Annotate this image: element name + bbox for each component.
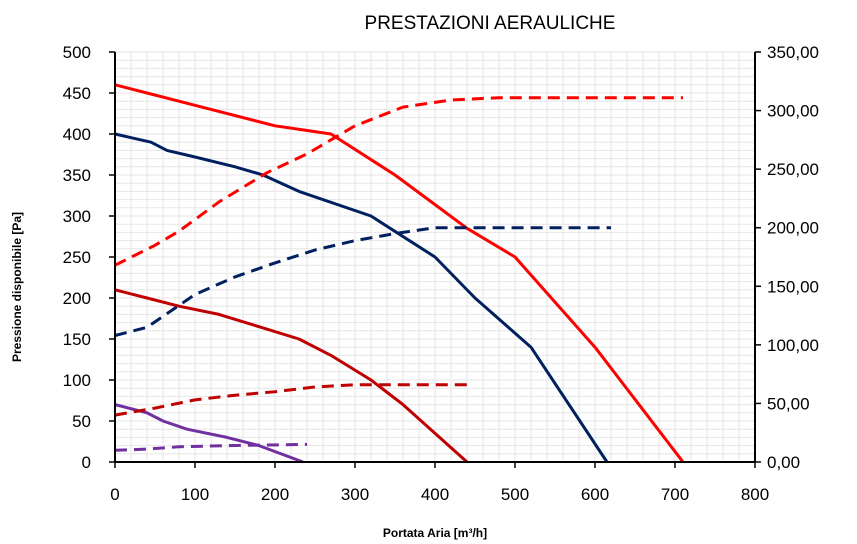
- x-tick-label: 0: [110, 485, 119, 504]
- y-tick-label: 200: [63, 289, 91, 308]
- axes: [109, 51, 761, 468]
- y2-tick-label: 50,00: [767, 394, 810, 413]
- solid-series-line-0: [114, 83, 685, 463]
- x-tick-label: 500: [501, 485, 529, 504]
- y-axis-title: Pressione disponibile [Pa]: [10, 212, 24, 362]
- y-tick-label: 450: [63, 84, 91, 103]
- x-tick-label: 600: [581, 485, 609, 504]
- y-tick-label: 150: [63, 330, 91, 349]
- dashed-series-line-5: [114, 226, 611, 337]
- y-tick-label: 50: [72, 412, 91, 431]
- y-tick-label: 500: [63, 43, 91, 62]
- solid-series-line-1: [114, 132, 609, 463]
- tick-labels: 0 100 200 300 400 500 600 700 800 0 50 100 150 200 250…: [63, 43, 819, 504]
- series-group: [114, 83, 685, 464]
- y-tick-label: 400: [63, 125, 91, 144]
- x-tick-label: 800: [741, 485, 769, 504]
- y-tick-label: 100: [63, 371, 91, 390]
- dashed-series-line-4: [114, 96, 683, 267]
- chart-title: PRESTAZIONI AERAULICHE: [365, 13, 616, 34]
- solid-series-line-2: [114, 288, 469, 464]
- y2-tick-label: 300,00: [767, 102, 819, 121]
- dashed-series-line-7: [114, 442, 308, 452]
- dashed-series-line-6: [114, 383, 467, 417]
- x-tick-label: 200: [261, 485, 289, 504]
- y2-tick-label: 250,00: [767, 160, 819, 179]
- y-tick-label: 250: [63, 248, 91, 267]
- x-tick-label: 300: [341, 485, 369, 504]
- y2-tick-label: 350,00: [767, 43, 819, 62]
- y-tick-label: 350: [63, 166, 91, 185]
- y-tick-label: 300: [63, 207, 91, 226]
- y2-tick-label: 200,00: [767, 219, 819, 238]
- y-tick-label: 0: [82, 453, 91, 472]
- y2-tick-label: 0,00: [767, 453, 800, 472]
- y2-tick-label: 100,00: [767, 336, 819, 355]
- x-tick-label: 400: [421, 485, 449, 504]
- x-tick-label: 100: [181, 485, 209, 504]
- x-tick-label: 700: [661, 485, 689, 504]
- y2-tick-label: 150,00: [767, 277, 819, 296]
- x-axis-title: Portata Aria [m³/h]: [383, 526, 487, 540]
